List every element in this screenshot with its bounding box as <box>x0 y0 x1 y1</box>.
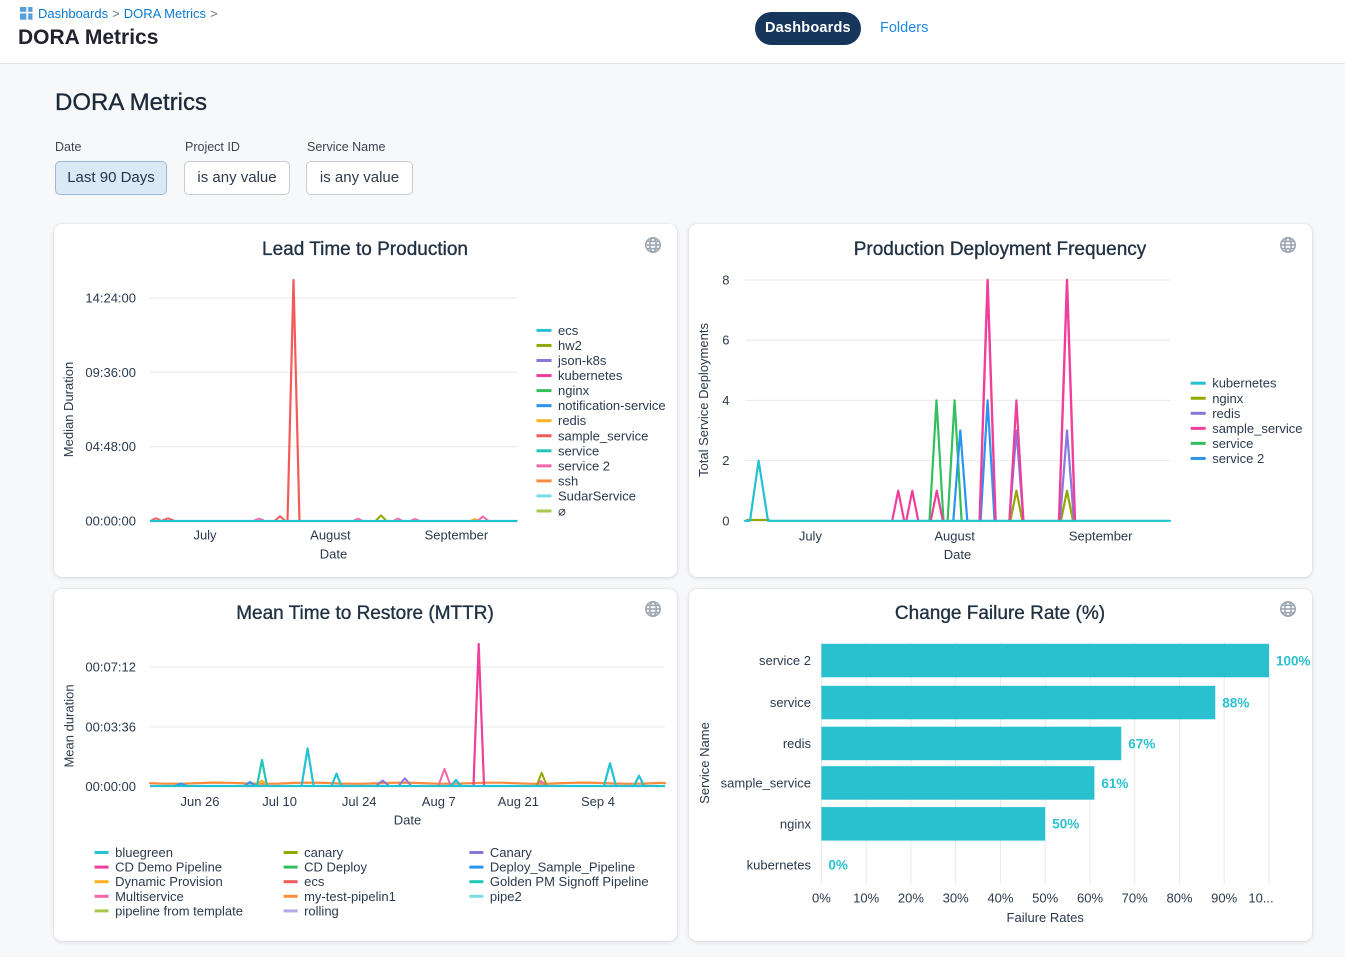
svg-text:hw2: hw2 <box>558 338 582 353</box>
svg-text:service 2: service 2 <box>558 458 610 473</box>
svg-text:service: service <box>770 695 811 710</box>
svg-text:Deploy_Sample_Pipeline: Deploy_Sample_Pipeline <box>490 860 635 875</box>
svg-text:⌀: ⌀ <box>558 504 566 519</box>
svg-text:00:00:00: 00:00:00 <box>85 779 136 794</box>
svg-text:0%: 0% <box>812 890 831 905</box>
svg-text:my-test-pipelin1: my-test-pipelin1 <box>304 889 396 904</box>
svg-text:67%: 67% <box>1128 736 1155 751</box>
svg-text:2: 2 <box>722 453 729 468</box>
svg-text:service: service <box>1212 436 1253 451</box>
svg-text:100%: 100% <box>1276 653 1311 668</box>
svg-text:4: 4 <box>722 393 729 408</box>
svg-text:Production Deployment Frequenc: Production Deployment Frequency <box>854 239 1147 260</box>
svg-text:ecs: ecs <box>558 323 579 338</box>
svg-text:0: 0 <box>722 513 729 528</box>
svg-text:redis: redis <box>558 413 587 428</box>
svg-text:50%: 50% <box>1052 817 1079 832</box>
svg-text:80%: 80% <box>1166 890 1192 905</box>
svg-text:redis: redis <box>1212 406 1241 421</box>
svg-text:CD Demo Pipeline: CD Demo Pipeline <box>115 860 222 875</box>
svg-text:notification-service: notification-service <box>558 398 666 413</box>
svg-text:09:36:00: 09:36:00 <box>85 365 136 380</box>
svg-text:Jun 26: Jun 26 <box>180 794 219 809</box>
svg-text:pipe2: pipe2 <box>490 889 522 904</box>
svg-text:July: July <box>799 529 823 544</box>
svg-text:Aug 7: Aug 7 <box>422 794 456 809</box>
svg-text:nginx: nginx <box>780 816 812 831</box>
svg-text:00:03:36: 00:03:36 <box>85 720 136 735</box>
svg-text:Service Name: Service Name <box>697 722 712 804</box>
svg-text:Change Failure Rate (%): Change Failure Rate (%) <box>895 603 1105 624</box>
svg-text:Mean Time to Restore (MTTR): Mean Time to Restore (MTTR) <box>236 603 494 624</box>
svg-text:Jul 24: Jul 24 <box>342 794 377 809</box>
svg-text:nginx: nginx <box>558 383 590 398</box>
svg-text:Date: Date <box>944 547 971 562</box>
svg-text:Jul 10: Jul 10 <box>262 794 297 809</box>
svg-text:service 2: service 2 <box>1212 451 1264 466</box>
svg-text:canary: canary <box>304 845 344 860</box>
svg-text:service 2: service 2 <box>759 653 811 668</box>
svg-text:ssh: ssh <box>558 473 578 488</box>
svg-text:bluegreen: bluegreen <box>115 845 173 860</box>
svg-text:40%: 40% <box>987 890 1013 905</box>
svg-text:Dynamic Provision: Dynamic Provision <box>115 874 223 889</box>
svg-text:61%: 61% <box>1101 776 1128 791</box>
svg-text:70%: 70% <box>1122 890 1148 905</box>
svg-text:pipeline from template: pipeline from template <box>115 903 243 918</box>
svg-text:json-k8s: json-k8s <box>557 353 607 368</box>
svg-text:30%: 30% <box>943 890 969 905</box>
svg-text:88%: 88% <box>1222 695 1249 710</box>
svg-text:Golden PM Signoff Pipeline: Golden PM Signoff Pipeline <box>490 874 649 889</box>
svg-text:rolling: rolling <box>304 903 339 918</box>
svg-text:ecs: ecs <box>304 874 325 889</box>
svg-text:Lead Time to Production: Lead Time to Production <box>262 239 468 260</box>
svg-text:60%: 60% <box>1077 890 1103 905</box>
svg-text:Canary: Canary <box>490 845 532 860</box>
svg-text:0%: 0% <box>828 858 848 873</box>
svg-text:July: July <box>193 528 217 543</box>
svg-text:kubernetes: kubernetes <box>558 368 623 383</box>
svg-text:service: service <box>558 443 599 458</box>
svg-text:sample_service: sample_service <box>558 428 648 443</box>
svg-text:6: 6 <box>722 333 729 348</box>
svg-text:SudarService: SudarService <box>558 488 636 503</box>
svg-text:10%: 10% <box>853 890 879 905</box>
svg-text:10...: 10... <box>1248 890 1273 905</box>
svg-text:8: 8 <box>722 273 729 288</box>
svg-text:04:48:00: 04:48:00 <box>85 439 136 454</box>
svg-text:Mean duration: Mean duration <box>62 684 77 767</box>
svg-text:August: August <box>934 529 975 544</box>
svg-text:14:24:00: 14:24:00 <box>85 291 136 306</box>
svg-text:20%: 20% <box>898 890 924 905</box>
svg-text:Median Duration: Median Duration <box>61 362 76 457</box>
svg-text:Date: Date <box>320 547 347 562</box>
svg-text:50%: 50% <box>1032 890 1058 905</box>
svg-text:Aug 21: Aug 21 <box>498 794 539 809</box>
svg-text:September: September <box>1069 529 1133 544</box>
svg-text:Failure Rates: Failure Rates <box>1007 910 1085 925</box>
svg-text:00:07:12: 00:07:12 <box>85 660 136 675</box>
svg-text:sample_service: sample_service <box>1212 421 1302 436</box>
svg-text:August: August <box>310 528 351 543</box>
svg-text:90%: 90% <box>1211 890 1237 905</box>
svg-text:redis: redis <box>783 736 812 751</box>
svg-text:00:00:00: 00:00:00 <box>85 514 136 529</box>
svg-text:kubernetes: kubernetes <box>1212 376 1277 391</box>
svg-text:Total Service Deployments: Total Service Deployments <box>696 323 711 477</box>
svg-text:CD Deploy: CD Deploy <box>304 860 367 875</box>
svg-text:September: September <box>425 528 489 543</box>
svg-text:Multiservice: Multiservice <box>115 889 184 904</box>
svg-text:nginx: nginx <box>1212 391 1244 406</box>
svg-text:kubernetes: kubernetes <box>747 857 812 872</box>
svg-text:Date: Date <box>394 813 421 828</box>
svg-text:sample_service: sample_service <box>721 775 811 790</box>
svg-text:Sep 4: Sep 4 <box>581 794 615 809</box>
